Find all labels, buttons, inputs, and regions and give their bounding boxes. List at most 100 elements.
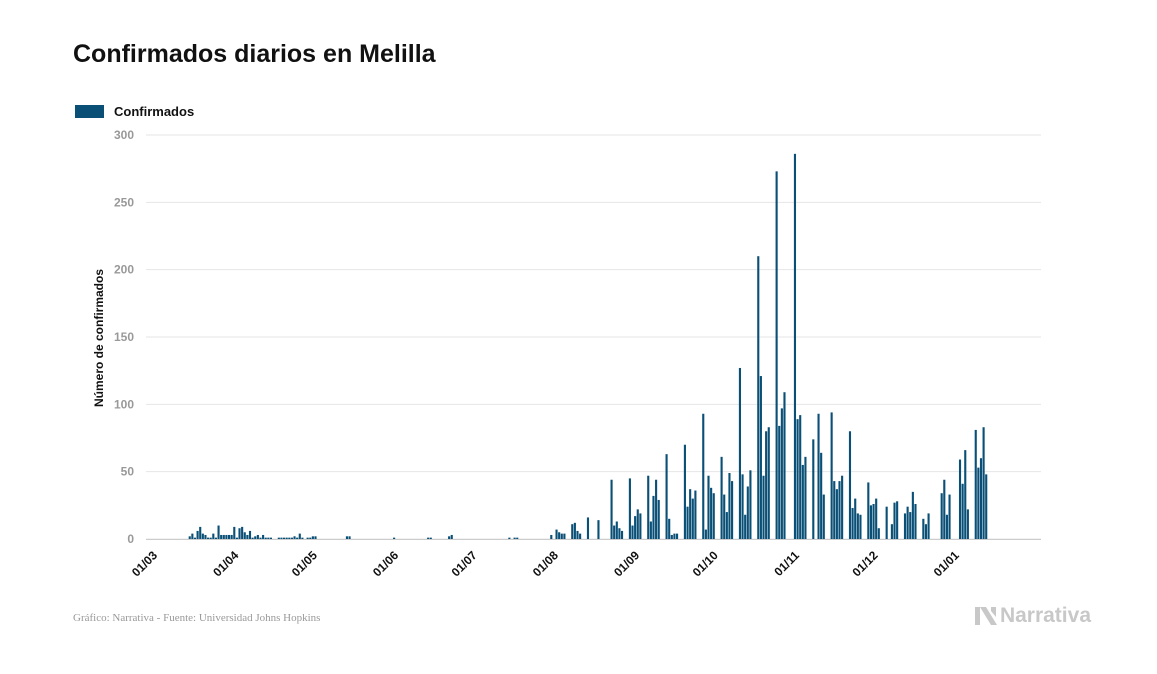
chart-title: Confirmados diarios en Melilla [73,40,436,68]
bar [833,481,836,539]
bar [296,537,299,539]
bar [731,481,734,539]
bar [979,458,983,539]
bar [686,506,689,539]
y-tick-labels: 0 50 100 150 200 250 300 [114,128,134,546]
x-tick-label: 01/07 [449,548,480,579]
bar [207,537,210,539]
bar [854,498,857,539]
bar [280,537,283,539]
bar [222,534,225,539]
x-tick-label: 01/01 [931,548,962,579]
bar [628,478,631,539]
bar [885,506,888,539]
x-tick-label: 01/05 [289,548,320,579]
bar [720,456,723,539]
bar [576,530,579,539]
bar [251,537,254,539]
bar [725,512,728,539]
bar [301,537,304,539]
bar [927,513,930,539]
bar [683,444,686,539]
bar [741,474,744,539]
x-tick-label: 01/09 [611,548,642,579]
x-tick-label: 01/10 [690,548,721,579]
bar [634,516,637,539]
bar [241,526,244,539]
narrativa-logo-icon [974,607,997,625]
bar [924,524,928,539]
bar [290,537,293,539]
bar [911,491,914,539]
bar [940,493,943,539]
legend: Confirmados [75,104,194,119]
bar [707,475,710,539]
bar [657,499,660,539]
bar [246,534,249,539]
bar [710,487,713,539]
bar [893,502,896,539]
y-tick-label: 200 [114,263,134,277]
bar [877,528,880,539]
bar [765,431,768,539]
bar [665,454,668,539]
bar [579,533,582,539]
legend-swatch [75,105,104,118]
bar [896,501,899,539]
bar [851,508,854,539]
bar [985,474,988,539]
bar [749,470,752,539]
bar [757,256,760,539]
bar [694,490,697,539]
bar [513,537,516,539]
bar [812,439,815,539]
bar [822,494,825,539]
bar [890,524,893,539]
x-tick-label: 01/06 [370,548,401,579]
bar [652,495,655,539]
bar [835,489,838,539]
bar [188,536,191,539]
bar [277,537,280,539]
bar [238,528,241,539]
bar [636,509,639,539]
bar [775,171,778,540]
bar [191,533,194,539]
bar [778,425,781,539]
bar [982,427,985,539]
bar [571,524,574,539]
x-tick-label: 01/03 [129,548,160,579]
bar [285,537,288,539]
bar [201,533,204,539]
bar [922,518,925,539]
bar [793,153,797,539]
bar [867,482,870,539]
bar [233,526,236,539]
bar [914,503,917,539]
bar [610,479,613,539]
x-tick-label: 01/12 [849,548,880,579]
bar [586,517,590,539]
bar [269,537,273,539]
bar [738,367,741,539]
bar [906,506,909,539]
bar [649,521,652,539]
bar [618,528,621,539]
bar [227,534,231,539]
bar [558,532,561,539]
bar [288,537,291,539]
bar [256,534,259,539]
bar [744,514,747,539]
bar [746,486,749,539]
bar [783,392,786,539]
bar [689,489,692,539]
bar [762,475,765,539]
y-tick-label: 0 [127,532,134,546]
bar [193,537,197,539]
bar [262,534,265,539]
bar [830,412,833,539]
bar [945,514,948,539]
source-note: Gráfico: Narrativa - Fuente: Universidad… [73,612,321,624]
bar [759,376,762,539]
bar [259,537,262,539]
